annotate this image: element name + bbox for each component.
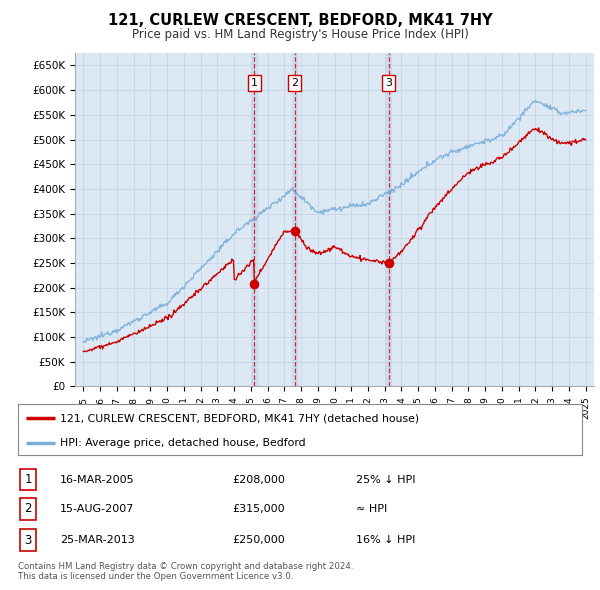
Text: 1: 1: [251, 78, 258, 88]
Text: 2: 2: [25, 502, 32, 516]
Text: 3: 3: [25, 533, 32, 546]
Text: Price paid vs. HM Land Registry's House Price Index (HPI): Price paid vs. HM Land Registry's House …: [131, 28, 469, 41]
Text: Contains HM Land Registry data © Crown copyright and database right 2024.
This d: Contains HM Land Registry data © Crown c…: [18, 562, 353, 581]
Text: £250,000: £250,000: [232, 535, 285, 545]
Text: £208,000: £208,000: [232, 475, 285, 484]
Text: £315,000: £315,000: [232, 504, 285, 514]
Text: 1: 1: [25, 473, 32, 486]
Bar: [386, 53, 391, 386]
Bar: [252, 53, 257, 386]
Text: 3: 3: [385, 78, 392, 88]
Text: 25% ↓ HPI: 25% ↓ HPI: [356, 475, 416, 484]
Bar: [292, 53, 297, 386]
Text: 16% ↓ HPI: 16% ↓ HPI: [356, 535, 416, 545]
Text: ≈ HPI: ≈ HPI: [356, 504, 388, 514]
Text: 25-MAR-2013: 25-MAR-2013: [60, 535, 135, 545]
Text: 15-AUG-2007: 15-AUG-2007: [60, 504, 134, 514]
Text: 121, CURLEW CRESCENT, BEDFORD, MK41 7HY: 121, CURLEW CRESCENT, BEDFORD, MK41 7HY: [107, 13, 493, 28]
Text: HPI: Average price, detached house, Bedford: HPI: Average price, detached house, Bedf…: [60, 438, 306, 447]
Text: 16-MAR-2005: 16-MAR-2005: [60, 475, 135, 484]
Text: 2: 2: [291, 78, 298, 88]
Text: 121, CURLEW CRESCENT, BEDFORD, MK41 7HY (detached house): 121, CURLEW CRESCENT, BEDFORD, MK41 7HY …: [60, 413, 419, 423]
